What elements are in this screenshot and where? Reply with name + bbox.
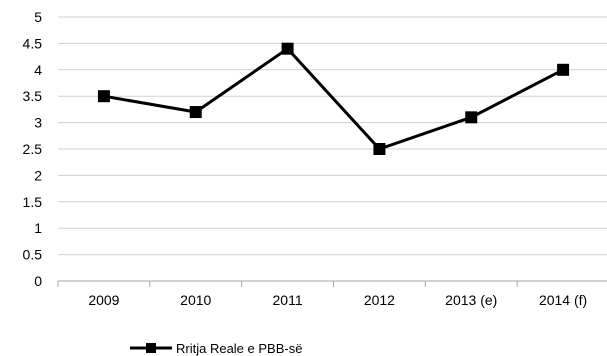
legend-label: Rritja Reale e PBB-së [176,341,302,356]
y-tick-label: 0.5 [23,247,43,263]
y-tick-label: 3.5 [23,88,43,104]
x-tick-label: 2013 (e) [445,292,497,308]
y-tick-label: 2.5 [23,141,43,157]
data-point-marker [557,63,570,76]
y-axis-tick-labels: 0 0.5 1 1.5 2 2.5 3 3.5 4 4.5 5 [23,9,43,289]
y-tick-label: 1.5 [23,194,43,210]
y-tick-label: 3 [34,115,42,131]
legend: Rritja Reale e PBB-së [130,341,302,356]
y-tick-label: 4 [34,62,42,78]
y-tick-label: 0 [34,273,42,289]
axes [57,280,607,287]
gridlines [58,16,607,256]
data-point-marker [97,90,110,103]
data-point-marker [373,143,386,155]
x-tick-label: 2009 [88,292,119,308]
series-group [97,42,570,155]
x-tick-label: 2010 [180,292,211,308]
y-tick-label: 5 [34,9,42,25]
data-point-marker [189,106,202,119]
y-tick-label: 4.5 [23,35,43,51]
legend-marker-swatch [146,343,156,353]
x-axis-tick-labels: 2009 2010 2011 2012 2013 (e) 2014 (f) [88,292,587,308]
x-tick-label: 2014 (f) [539,292,587,308]
y-tick-label: 2 [34,167,42,183]
data-point-marker [281,42,294,55]
series-line [103,46,564,151]
y-tick-label: 1 [34,220,42,236]
data-point-marker [465,111,478,124]
x-tick-label: 2011 [273,292,303,308]
x-tick-label: 2012 [364,292,395,308]
